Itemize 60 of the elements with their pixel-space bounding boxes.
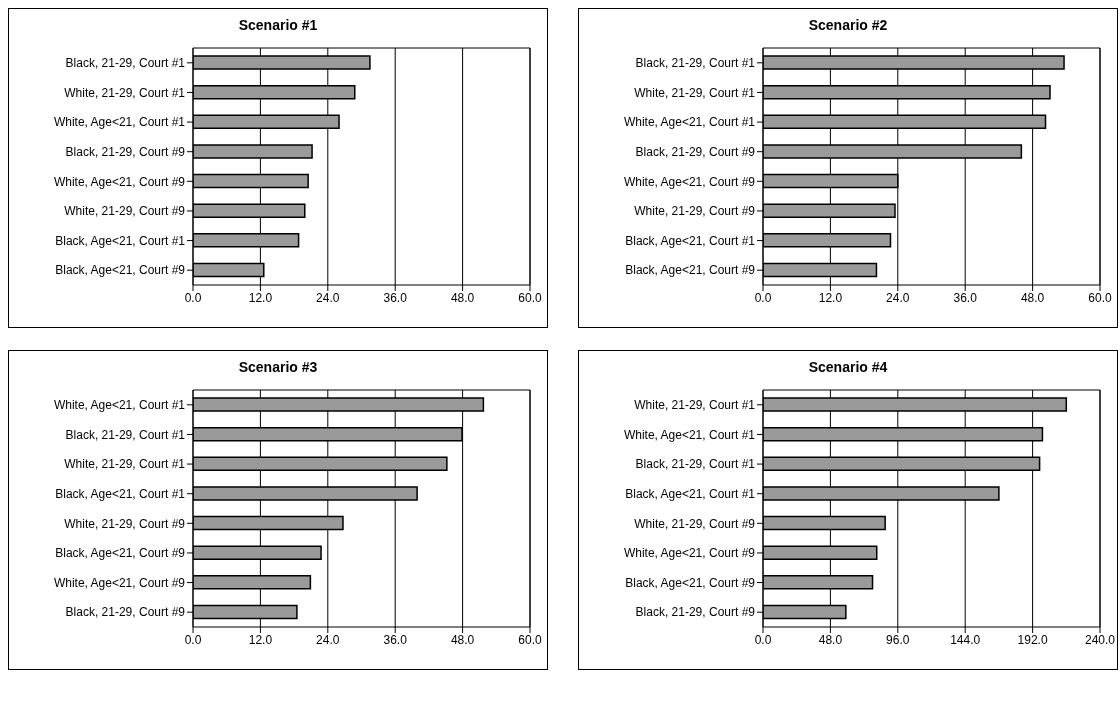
x-tick-label: 192.0 — [1017, 632, 1048, 647]
y-tick-label: White, Age<21, Court #9 — [53, 575, 186, 590]
y-tick-label: White, 21-29, Court #1 — [634, 85, 756, 100]
y-tick-label: Black, Age<21, Court #1 — [55, 233, 186, 248]
y-tick-label: Black, 21-29, Court #9 — [635, 605, 756, 620]
x-tick-label: 60.0 — [518, 290, 542, 305]
y-tick-label: Black, 21-29, Court #1 — [635, 457, 756, 472]
x-tick-label: 48.0 — [450, 290, 475, 305]
y-tick-label: White, Age<21, Court #9 — [623, 546, 756, 561]
x-tick-label: 0.0 — [184, 632, 202, 647]
x-tick-label: 24.0 — [886, 290, 910, 305]
y-tick-label: Black, 21-29, Court #1 — [635, 56, 756, 71]
y-tick-label: White, 21-29, Court #1 — [634, 398, 756, 413]
chart-title: Scenario #2 — [807, 16, 889, 35]
x-tick-label: 0.0 — [754, 290, 772, 305]
x-tick-label: 48.0 — [818, 632, 843, 647]
x-tick-label: 48.0 — [1020, 290, 1045, 305]
x-tick-label: 12.0 — [248, 290, 273, 305]
y-tick-label: Black, 21-29, Court #9 — [635, 144, 756, 159]
y-tick-label: White, Age<21, Court #1 — [623, 427, 756, 442]
x-tick-label: 48.0 — [450, 632, 475, 647]
y-tick-label: Black, 21-29, Court #1 — [65, 427, 186, 442]
y-tick-label: Black, Age<21, Court #9 — [55, 263, 186, 278]
x-tick-label: 60.0 — [1088, 290, 1112, 305]
y-tick-label: Black, 21-29, Court #9 — [65, 605, 186, 620]
x-tick-label: 240.0 — [1084, 632, 1116, 647]
y-tick-label: White, 21-29, Court #9 — [634, 204, 756, 219]
y-tick-label: Black, 21-29, Court #9 — [65, 144, 186, 159]
y-tick-label: White, Age<21, Court #9 — [53, 174, 186, 189]
x-tick-label: 144.0 — [950, 632, 981, 647]
x-tick-label: 12.0 — [818, 290, 843, 305]
y-tick-label: White, 21-29, Court #1 — [64, 85, 186, 100]
y-tick-label: Black, Age<21, Court #1 — [55, 486, 186, 501]
x-tick-label: 0.0 — [184, 290, 202, 305]
chart-title: Scenario #4 — [807, 358, 889, 377]
y-tick-label: Black, Age<21, Court #1 — [625, 233, 756, 248]
y-tick-label: White, Age<21, Court #1 — [53, 115, 186, 130]
y-tick-label: White, 21-29, Court #9 — [64, 204, 186, 219]
chart-title: Scenario #3 — [237, 358, 319, 377]
y-tick-label: Black, Age<21, Court #1 — [625, 486, 756, 501]
y-tick-label: Black, 21-29, Court #1 — [65, 56, 186, 71]
y-tick-label: Black, Age<21, Court #9 — [55, 546, 186, 561]
x-tick-label: 96.0 — [886, 632, 910, 647]
x-tick-label: 36.0 — [953, 290, 978, 305]
x-tick-label: 0.0 — [754, 632, 772, 647]
x-tick-label: 24.0 — [316, 290, 340, 305]
y-tick-label: White, 21-29, Court #1 — [64, 457, 186, 472]
chart-title: Scenario #1 — [237, 16, 319, 35]
y-tick-label: White, Age<21, Court #9 — [623, 174, 756, 189]
x-tick-label: 36.0 — [383, 290, 408, 305]
x-tick-label: 60.0 — [518, 632, 542, 647]
y-tick-label: White, 21-29, Court #9 — [634, 516, 756, 531]
y-tick-label: White, Age<21, Court #1 — [623, 115, 756, 130]
y-tick-label: White, Age<21, Court #1 — [53, 398, 186, 413]
y-tick-label: Black, Age<21, Court #9 — [625, 263, 756, 278]
x-tick-label: 12.0 — [248, 632, 273, 647]
y-tick-label: White, 21-29, Court #9 — [64, 516, 186, 531]
x-tick-label: 24.0 — [316, 632, 340, 647]
x-tick-label: 36.0 — [383, 632, 408, 647]
y-tick-label: Black, Age<21, Court #9 — [625, 575, 756, 590]
